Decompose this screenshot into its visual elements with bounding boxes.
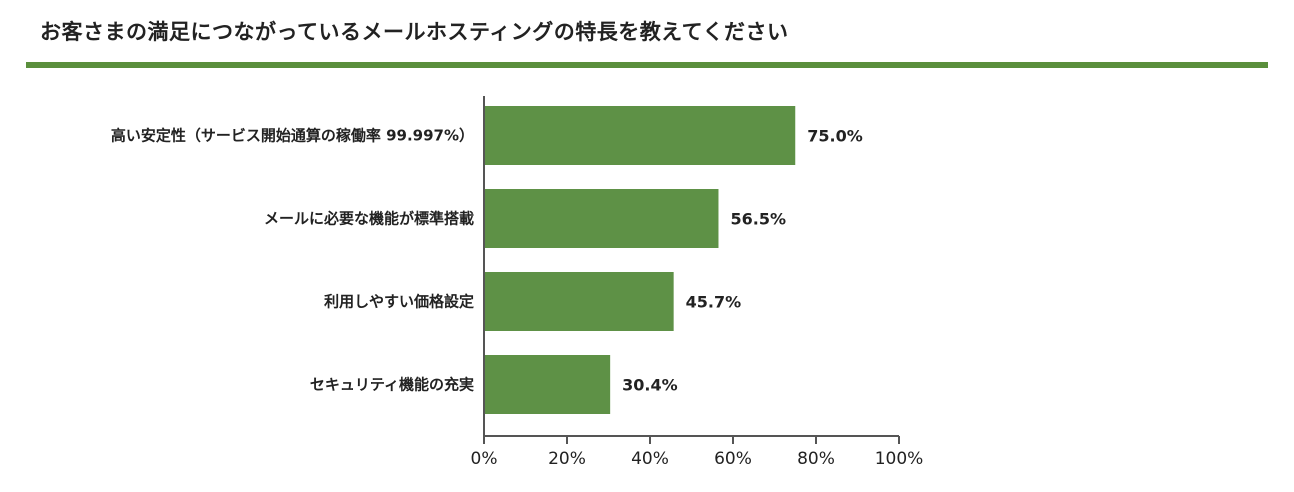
category-label: 高い安定性（サービス開始通算の稼働率 99.997%） bbox=[111, 127, 474, 145]
x-tick-label: 60% bbox=[714, 449, 752, 469]
value-label: 30.4% bbox=[622, 376, 678, 395]
category-label: セキュリティ機能の充実 bbox=[310, 376, 474, 394]
bar-4 bbox=[485, 355, 611, 414]
x-tick-label: 40% bbox=[631, 449, 669, 469]
value-label: 75.0% bbox=[807, 127, 863, 146]
x-tick-label: 20% bbox=[548, 449, 586, 469]
x-tick-label: 0% bbox=[471, 449, 498, 469]
x-tick-label: 100% bbox=[875, 449, 924, 469]
value-label: 45.7% bbox=[686, 293, 742, 312]
category-label: 利用しやすい価格設定 bbox=[324, 293, 474, 311]
x-tick-label: 80% bbox=[797, 449, 835, 469]
category-label: メールに必要な機能が標準搭載 bbox=[264, 210, 474, 228]
title-underline bbox=[26, 62, 1268, 68]
bar-3 bbox=[485, 272, 674, 331]
chart-title: お客さまの満足につながっているメールホスティングの特長を教えてください bbox=[40, 20, 789, 44]
bar-2 bbox=[485, 189, 719, 248]
bar-1 bbox=[485, 106, 796, 165]
value-label: 56.5% bbox=[730, 210, 786, 229]
